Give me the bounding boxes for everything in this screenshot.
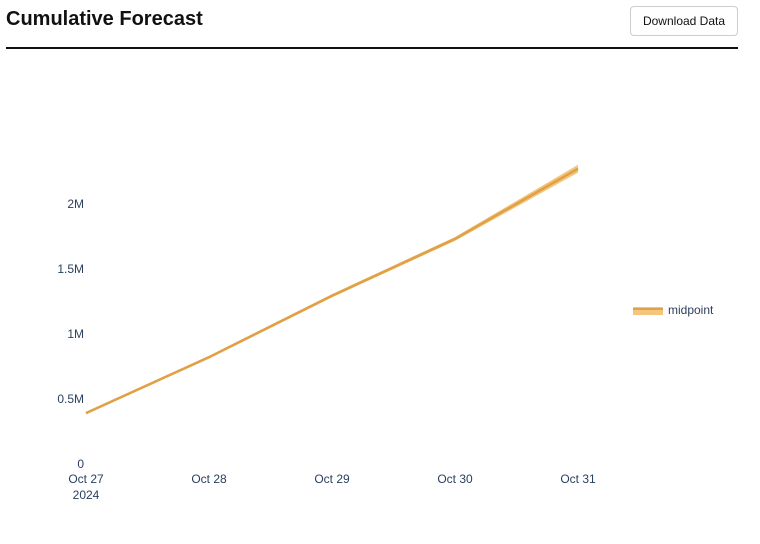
- forecast-band: [86, 164, 578, 415]
- x-tick-label: Oct 29: [314, 472, 350, 486]
- midpoint-line: [85, 167, 579, 415]
- y-tick-label: 1M: [67, 327, 84, 341]
- y-tick-label: 0: [77, 457, 84, 471]
- title-rule: [6, 47, 738, 49]
- x-tick-label: Oct 28: [191, 472, 227, 486]
- x-tick-label: Oct 31: [560, 472, 596, 486]
- y-tick-label: 0.5M: [57, 392, 84, 406]
- legend-label: midpoint: [668, 303, 714, 317]
- x-tick-label: Oct 30: [437, 472, 473, 486]
- legend-swatch: [633, 307, 663, 315]
- page-title: Cumulative Forecast: [6, 8, 203, 30]
- y-tick-label: 1.5M: [57, 262, 84, 276]
- y-tick-label: 2M: [67, 197, 84, 211]
- download-button[interactable]: Download Data: [630, 6, 738, 36]
- x-tick-label: Oct 27 2024: [68, 472, 104, 502]
